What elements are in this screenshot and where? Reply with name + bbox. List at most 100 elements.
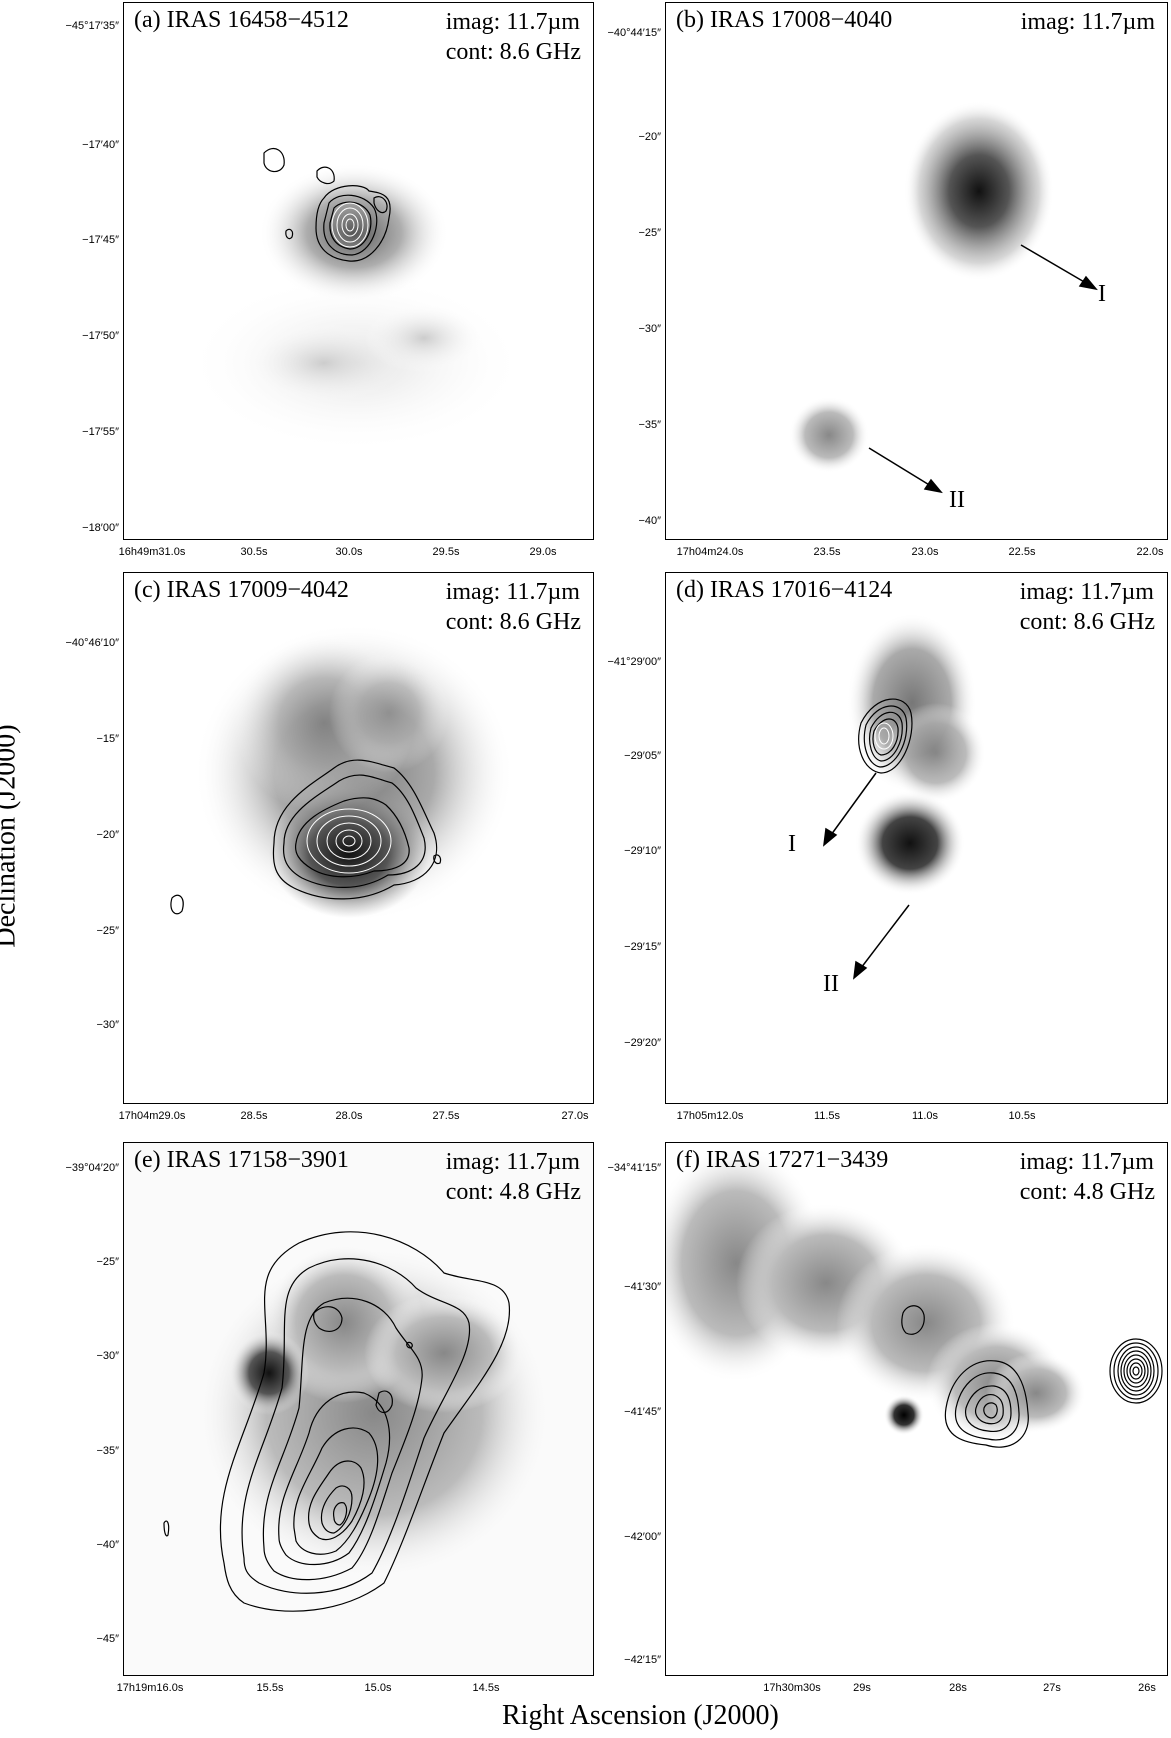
panel-d-xtick-2: 11.0s (911, 1110, 939, 1122)
y-axis-title: Declination (J2000) (0, 724, 22, 948)
panel-e-ytick-2: −30″ (96, 1350, 119, 1362)
panel-d-title: (d) IRAS 17016−4124 (676, 577, 893, 603)
panel-f-cont: cont: 4.8 GHz (1019, 1179, 1155, 1205)
panel-f-xtick-4: 26s (1138, 1682, 1156, 1694)
panel-d-ytick-0: −41°29′00″ (607, 656, 662, 668)
panel-b-xtick-0: 17h04m24.0s (676, 546, 744, 558)
panel-a-ytick-2: −17′45″ (82, 234, 119, 246)
panel-c-cont: cont: 8.6 GHz (445, 609, 581, 635)
panel-a: (a) IRAS 16458−4512 imag: 11.7µm cont: 8… (123, 2, 594, 540)
panel-a-ytick-4: −17′55″ (82, 426, 119, 438)
panel-e-xtick-2: 15.0s (364, 1682, 392, 1694)
panel-b-xtick-2: 23.0s (911, 546, 939, 558)
panel-b-xtick-4: 22.0s (1136, 546, 1164, 558)
panel-b-ytick-4: −35″ (638, 419, 661, 431)
panel-c-image (170, 623, 514, 923)
panel-d-ytick-1: −29′05″ (624, 750, 661, 762)
panel-f-xtick-2: 28s (949, 1682, 967, 1694)
panel-a-title: (a) IRAS 16458−4512 (134, 7, 349, 33)
panel-c-xtick-4: 27.0s (561, 1110, 589, 1122)
panel-e-contours (163, 1231, 511, 1612)
panel-c-inner-contours (306, 808, 392, 874)
panel-d-image (823, 613, 986, 980)
panel-b-title: (b) IRAS 17008−4040 (676, 7, 893, 33)
panel-b-xtick-3: 22.5s (1008, 546, 1036, 558)
panel-c-ytick-3: −25″ (96, 925, 119, 937)
panel-f-ytick-2: −41′45″ (624, 1406, 661, 1418)
panel-d: I II (d) IRAS 17016−4124 imag: 11.7µm co… (665, 572, 1168, 1104)
panel-b-xtick-1: 23.5s (813, 546, 841, 558)
panel-d-inner-contours (874, 722, 894, 750)
panel-a-ytick-0: −45°17′35″ (65, 20, 120, 32)
panel-b-source-i: I (1098, 281, 1106, 307)
panel-f-ytick-1: −41′30″ (624, 1281, 661, 1293)
panel-f-ytick-0: −34°41′15″ (607, 1162, 662, 1174)
panel-c-title: (c) IRAS 17009−4042 (134, 577, 349, 603)
panel-b-arrows (868, 244, 1098, 494)
panel-b-ytick-3: −30″ (638, 323, 661, 335)
panel-f-contours (901, 1305, 1163, 1448)
panel-a-contours (263, 148, 391, 262)
panel-e: (e) IRAS 17158−3901 imag: 11.7µm cont: 4… (123, 1142, 594, 1676)
panel-e-imag: imag: 11.7µm (445, 1149, 580, 1175)
panel-d-ytick-3: −29′15″ (624, 941, 661, 953)
panel-c-ytick-4: −30″ (96, 1019, 119, 1031)
panel-f-title: (f) IRAS 17271−3439 (676, 1147, 889, 1173)
x-axis-title: Right Ascension (J2000) (502, 1700, 779, 1731)
panel-e-meta: imag: 11.7µm cont: 4.8 GHz (446, 1147, 581, 1207)
panel-b-ytick-5: −40″ (638, 515, 661, 527)
panel-b: I II (b) IRAS 17008−4040 imag: 11.7µm (665, 2, 1168, 540)
panel-e-image (124, 1143, 593, 1675)
panel-d-imag: imag: 11.7µm (1019, 579, 1154, 605)
panel-f-xtick-0: 17h30m30s (763, 1682, 821, 1694)
panel-f-xtick-3: 27s (1043, 1682, 1061, 1694)
panel-c: (c) IRAS 17009−4042 imag: 11.7µm cont: 8… (123, 572, 594, 1104)
panel-d-arrows (823, 772, 910, 980)
panel-e-ytick-3: −35″ (96, 1445, 119, 1457)
panel-a-meta: imag: 11.7µm cont: 8.6 GHz (446, 7, 581, 67)
panel-c-xtick-3: 27.5s (432, 1110, 460, 1122)
panel-c-xtick-1: 28.5s (240, 1110, 268, 1122)
panel-f-meta: imag: 11.7µm cont: 4.8 GHz (1020, 1147, 1155, 1207)
panel-c-imag: imag: 11.7µm (445, 579, 580, 605)
panel-f-xtick-1: 29s (853, 1682, 871, 1694)
panel-b-meta: imag: 11.7µm (1021, 7, 1155, 37)
panel-c-meta: imag: 11.7µm cont: 8.6 GHz (446, 577, 581, 637)
panel-d-meta: imag: 11.7µm cont: 8.6 GHz (1020, 577, 1155, 637)
panel-b-ytick-2: −25″ (638, 227, 661, 239)
panel-d-ytick-4: −29′20″ (624, 1037, 661, 1049)
panel-d-source-ii: II (823, 971, 839, 997)
panel-a-image (186, 148, 526, 453)
panel-c-ytick-2: −20″ (96, 829, 119, 841)
panel-a-xtick-0: 16h49m31.0s (118, 546, 186, 558)
panel-a-imag: imag: 11.7µm (445, 9, 580, 35)
panel-a-xtick-1: 30.5s (240, 546, 268, 558)
panel-d-xtick-3: 10.5s (1008, 1110, 1036, 1122)
panel-b-source-ii: II (949, 487, 965, 513)
panel-e-xtick-1: 15.5s (256, 1682, 284, 1694)
panel-e-ytick-0: −39°04′20″ (65, 1162, 120, 1174)
panel-a-xtick-2: 30.0s (335, 546, 363, 558)
panel-f: (f) IRAS 17271−3439 imag: 11.7µm cont: 4… (665, 1142, 1168, 1676)
panel-f-imag: imag: 11.7µm (1019, 1149, 1154, 1175)
panel-d-ytick-2: −29′10″ (624, 845, 661, 857)
panel-e-xtick-0: 17h19m16.0s (116, 1682, 184, 1694)
panel-e-ytick-5: −45″ (96, 1633, 119, 1645)
panel-c-ytick-0: −40°46′10″ (65, 637, 120, 649)
panel-d-cont: cont: 8.6 GHz (1019, 609, 1155, 635)
panel-d-source-i: I (788, 831, 796, 857)
panel-d-contours (858, 698, 913, 774)
panel-e-ytick-4: −40″ (96, 1539, 119, 1551)
panel-b-ytick-1: −20″ (638, 131, 661, 143)
panel-e-cont: cont: 4.8 GHz (445, 1179, 581, 1205)
panel-c-xtick-0: 17h04m29.0s (118, 1110, 186, 1122)
panel-b-ytick-0: −40°44′15″ (607, 27, 662, 39)
panel-d-xtick-1: 11.5s (813, 1110, 841, 1122)
panel-a-xtick-3: 29.5s (432, 546, 460, 558)
panel-a-ytick-5: −18′00″ (82, 522, 119, 534)
panel-e-title: (e) IRAS 17158−3901 (134, 1147, 349, 1173)
panel-a-ytick-3: −17′50″ (82, 330, 119, 342)
panel-f-ytick-4: −42′15″ (624, 1654, 661, 1666)
panel-b-image (789, 101, 1098, 494)
panel-c-ytick-1: −15″ (96, 733, 119, 745)
